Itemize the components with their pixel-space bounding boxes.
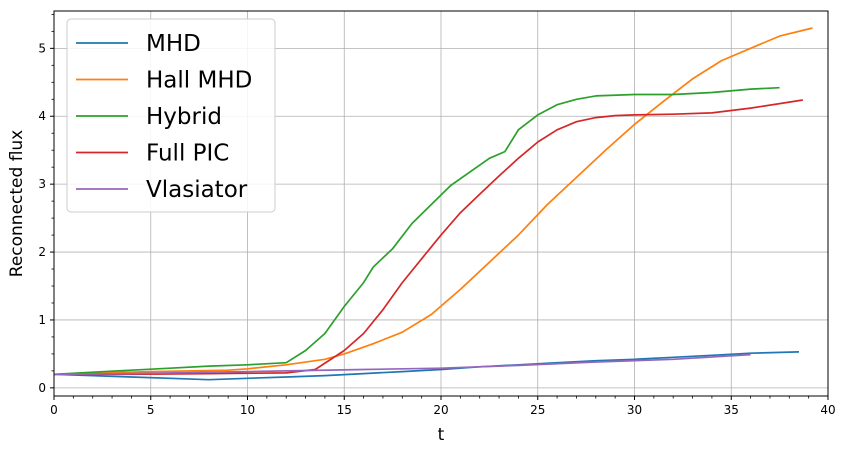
legend-label-hall-mhd: Hall MHD [146,68,252,94]
x-tick-label: 15 [337,403,352,417]
x-tick-label: 0 [50,403,58,417]
x-tick-label: 25 [530,403,545,417]
y-tick-label: 5 [38,41,46,55]
series-line-hall-mhd [53,27,813,376]
legend-label-hybrid: Hybrid [146,104,222,130]
grid-lines [53,11,829,396]
x-tick-label: 5 [147,403,155,417]
legend: MHD Hall MHD Hybrid Full PIC Vlasiator [66,18,276,213]
axis-ticks: 0 5 10 15 20 25 30 35 40 0 1 2 3 4 5 [38,13,836,417]
y-axis-label: Reconnected flux [7,130,27,277]
x-tick-label: 10 [240,403,255,417]
x-tick-label: 35 [724,403,739,417]
series-lines [53,27,813,381]
x-tick-label: 20 [433,403,448,417]
series-line-mhd [53,351,800,381]
y-tick-label: 2 [38,245,46,259]
legend-label-full-pic: Full PIC [146,141,229,167]
legend-label-vlasiator: Vlasiator [146,177,248,203]
y-tick-label: 3 [38,177,46,191]
y-tick-label: 4 [38,109,46,123]
x-tick-label: 40 [820,403,835,417]
x-axis-label: t [438,425,445,445]
series-line-hybrid [53,86,780,376]
legend-label-mhd: MHD [146,31,201,57]
legend-box [66,18,276,213]
series-line-full-pic [54,99,803,376]
y-tick-label: 0 [38,381,46,395]
x-tick-label: 30 [627,403,642,417]
series-line-vlasiator [53,353,751,376]
y-tick-label: 1 [38,313,46,327]
